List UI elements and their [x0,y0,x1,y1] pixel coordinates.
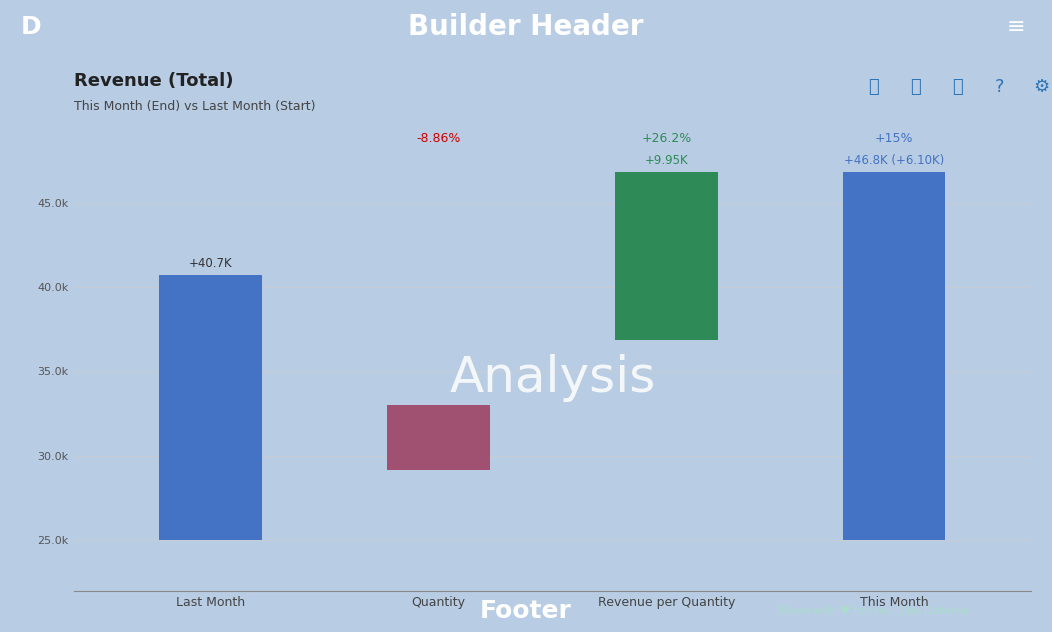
Bar [843,172,946,540]
Text: Made with ♥ for you 👜 by Datama: Made with ♥ for you 👜 by Datama [778,607,968,616]
Text: ⚙: ⚙ [1033,78,1050,95]
Text: 📊: 📊 [910,78,920,95]
Text: ≡: ≡ [1007,18,1026,37]
Text: Builder Header: Builder Header [408,13,644,42]
Text: +26.2%: +26.2% [641,132,691,145]
Text: -8.86%: -8.86% [417,132,461,145]
Bar [615,172,717,340]
Bar [159,275,262,540]
Text: D: D [21,16,42,39]
Text: 🌐: 🌐 [952,78,963,95]
Text: Footer: Footer [480,600,572,623]
Text: Revenue (Total): Revenue (Total) [74,72,234,90]
Text: +15%: +15% [875,132,913,145]
Text: -3.85K: -3.85K [420,417,458,430]
Text: +9.95K: +9.95K [645,154,688,167]
Text: +40.7K: +40.7K [188,257,232,270]
Text: +46.8K (+6.10K): +46.8K (+6.10K) [844,154,945,167]
Text: 📈: 📈 [868,78,878,95]
Text: ?: ? [994,78,1005,95]
Text: This Month (End) vs Last Month (Start): This Month (End) vs Last Month (Start) [74,100,316,113]
Bar [387,405,489,470]
Text: Analysis: Analysis [449,354,655,402]
